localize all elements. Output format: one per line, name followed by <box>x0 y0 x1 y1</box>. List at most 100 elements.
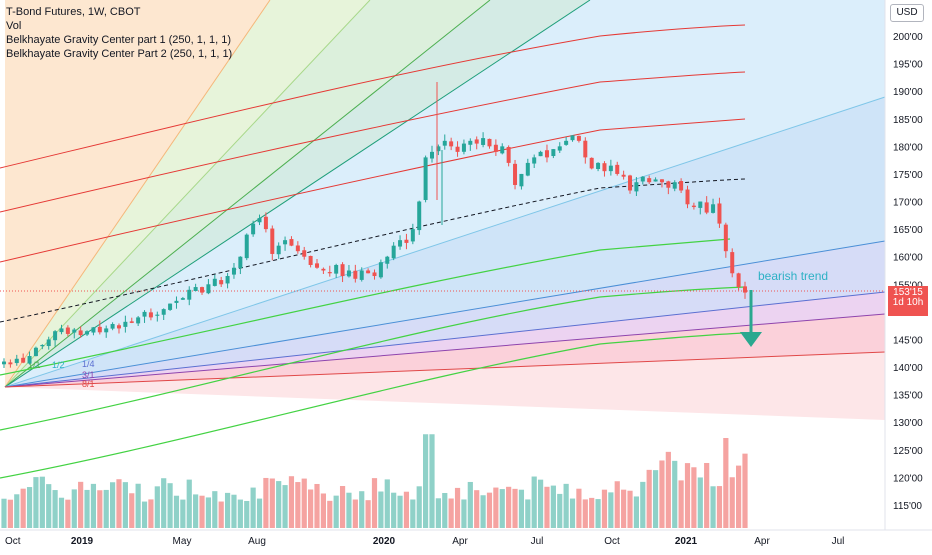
volume-bar <box>480 495 486 528</box>
volume-bar <box>582 499 588 528</box>
volume-bar <box>46 484 52 528</box>
candle-body <box>180 298 185 300</box>
volume-bar <box>78 481 84 528</box>
candle-body <box>366 270 371 274</box>
fan-zone-light-blue <box>5 0 885 387</box>
candle-body <box>596 162 601 169</box>
candle-body <box>615 164 620 174</box>
candle-body <box>481 138 486 145</box>
candle-body <box>257 218 262 223</box>
candle-body <box>315 263 320 268</box>
candle-body <box>212 278 217 286</box>
candle-body <box>340 264 345 277</box>
candle-body <box>327 272 332 274</box>
candle-body <box>231 267 236 275</box>
volume-bar <box>652 470 659 528</box>
channel-green-2 <box>0 286 746 431</box>
fan-line-violet <box>4 313 886 388</box>
currency-button[interactable]: USD <box>890 4 924 22</box>
last-price-badge: 153'15 1d 10h <box>888 286 928 316</box>
volume-bar <box>339 486 346 528</box>
volume-bar <box>244 500 250 528</box>
volume-bar <box>256 498 263 528</box>
candle-body <box>589 157 594 169</box>
channel-green-1 <box>0 238 731 376</box>
candle-body <box>691 205 696 208</box>
candle-body <box>353 270 358 279</box>
fan-line-green <box>4 0 491 388</box>
candle-body <box>711 204 716 213</box>
volume-bar <box>467 481 473 528</box>
fan-line-orange <box>4 0 271 388</box>
volume-bar <box>39 476 45 528</box>
fan-line-blue <box>4 240 886 388</box>
volume-bar <box>173 495 180 528</box>
volume-bar <box>154 486 160 528</box>
candle-body <box>385 256 390 264</box>
channel-red-top <box>0 24 746 169</box>
candle-body <box>123 321 128 327</box>
volume-bar <box>180 499 186 528</box>
fan-label: 1/4 <box>82 359 95 369</box>
volume-bar <box>544 486 550 528</box>
candle-body <box>295 245 300 252</box>
candle-body <box>608 165 613 172</box>
volume-bar <box>378 491 384 528</box>
volume-bar <box>716 486 723 528</box>
volume-bar <box>1 498 7 528</box>
time-tick-label: Oct <box>604 536 620 547</box>
candle-body <box>334 264 339 274</box>
trend-annotation: bearish trend <box>758 269 828 283</box>
volume-bar <box>97 490 103 528</box>
candle-body <box>270 228 275 254</box>
time-axis-bg <box>0 530 932 550</box>
candle-body <box>378 262 383 278</box>
volume-bar <box>109 482 116 528</box>
volume-bar <box>135 483 141 528</box>
volume-bar <box>512 488 518 528</box>
candle-body <box>136 317 141 324</box>
volume-bar <box>410 499 416 528</box>
volume-bar <box>525 499 531 528</box>
volume-bar <box>614 481 620 528</box>
candle-body <box>91 327 96 333</box>
volume-bar <box>723 438 729 528</box>
fan-label: 1/2 <box>52 360 65 370</box>
volume-bar <box>486 492 493 528</box>
price-tick-label: 185'00 <box>893 115 923 126</box>
price-tick-label: 160'00 <box>893 253 923 264</box>
bearish-arrow <box>740 290 762 347</box>
symbol-title[interactable]: T-Bond Futures, 1W, CBOT <box>6 6 141 18</box>
candle-body <box>321 268 326 271</box>
time-tick-label: May <box>173 536 192 547</box>
candle-body <box>576 135 581 141</box>
volume-bar <box>295 482 301 528</box>
volume-bar <box>276 481 282 528</box>
volume-bar <box>103 489 109 528</box>
indicator-label-1[interactable]: Belkhayate Gravity Center part 1 (250, 1… <box>6 34 232 46</box>
volume-bar <box>205 497 212 528</box>
volume-bar <box>333 495 339 528</box>
volume-bar <box>263 477 269 528</box>
candle-body <box>308 255 313 265</box>
time-axis[interactable]: Oct 2019 May Aug 2020 Apr Jul Oct 2021 Apr Jul <box>5 536 844 547</box>
volume-indicator-label[interactable]: Vol <box>6 20 22 32</box>
candle-body <box>161 309 166 315</box>
price-tick-label: 130'00 <box>893 418 923 429</box>
candle-body <box>506 146 511 163</box>
volume-bar <box>365 500 371 528</box>
candle-body <box>225 276 230 284</box>
candle-body <box>698 201 703 208</box>
volume-bar <box>659 460 665 528</box>
volume-bar <box>65 499 71 528</box>
fan-line-sky <box>4 96 886 388</box>
indicator-label-2[interactable]: Belkhayate Gravity Center Part 2 (250, 1… <box>6 48 233 60</box>
candle-body <box>659 179 664 183</box>
volume-bar <box>621 489 627 528</box>
volume-bar <box>710 486 716 528</box>
volume-bar <box>224 492 231 528</box>
candle-body <box>251 223 256 235</box>
volume-bar <box>672 460 678 528</box>
